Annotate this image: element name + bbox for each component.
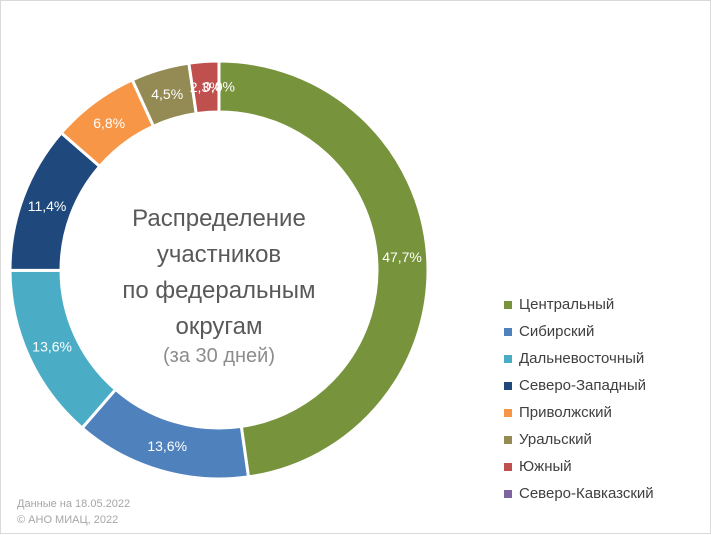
legend-item: Приволжский (504, 399, 654, 426)
legend-label: Центральный (519, 296, 615, 313)
chart-subtitle: (за 30 дней) (163, 345, 275, 367)
legend-item: Уральский (504, 426, 654, 453)
legend-swatch (504, 327, 512, 336)
chart-title-line: Распределение (132, 205, 306, 232)
legend-swatch (504, 408, 512, 417)
chart-title: Распределение участников по федеральным … (89, 201, 349, 345)
legend-swatch (504, 462, 512, 471)
legend-swatch (504, 300, 512, 309)
legend-item: Северо-Западный (504, 372, 654, 399)
legend-item: Сибирский (504, 318, 654, 345)
chart-title-line: участников (156, 241, 282, 268)
donut-slice (80, 387, 251, 481)
slice-data-label: 13,6% (147, 438, 187, 454)
legend-label: Уральский (519, 431, 592, 448)
legend-label: Южный (519, 458, 572, 475)
legend-item: Южный (504, 453, 654, 480)
footnote: Данные на 18.05.2022 © АНО МИАЦ, 2022 (17, 496, 130, 528)
donut-slice (217, 59, 430, 479)
chart-title-line: округам (175, 313, 263, 340)
legend-swatch (504, 435, 512, 444)
slice-data-label: 11,4% (28, 198, 67, 214)
slice-data-label: 2,3% (190, 79, 222, 95)
legend-label: Дальневосточный (519, 350, 645, 367)
legend-item: Дальневосточный (504, 345, 654, 372)
slice-data-label: 47,7% (382, 249, 422, 265)
legend-swatch (504, 354, 512, 363)
chart-title-line: по федеральным (122, 277, 316, 304)
legend-swatch (504, 489, 512, 498)
slice-data-label: 0,0% (203, 79, 235, 95)
donut-slice (187, 59, 221, 116)
footnote-copyright: © АНО МИАЦ, 2022 (17, 514, 119, 526)
legend-label: Северо-Кавказский (519, 485, 654, 502)
chart-legend: Центральный Сибирский Дальневосточный Север… (504, 291, 654, 507)
slice-data-label: 13,6% (32, 338, 72, 354)
legend-label: Сибирский (519, 323, 595, 340)
slice-data-label: 6,8% (93, 115, 125, 131)
legend-item: Северо-Кавказский (504, 480, 654, 507)
legend-item: Центральный (504, 291, 654, 318)
legend-label: Северо-Западный (519, 377, 647, 394)
legend-swatch (504, 381, 512, 390)
legend-label: Приволжский (519, 404, 612, 421)
footnote-date: Данные на 18.05.2022 (17, 498, 131, 510)
slice-data-label: 4,5% (151, 86, 183, 102)
